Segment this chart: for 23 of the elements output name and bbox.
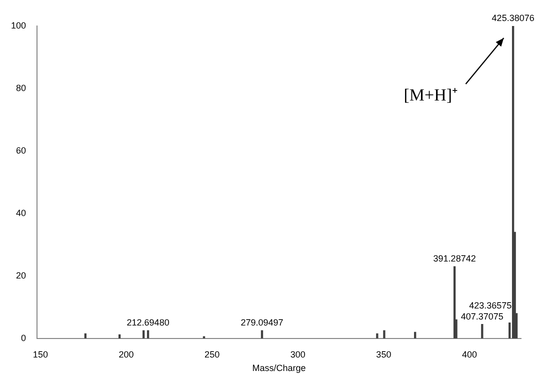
y-tick-label: 60 bbox=[16, 145, 26, 156]
annotation: 279.09497 bbox=[240, 318, 284, 328]
x-tick-label: 150 bbox=[32, 349, 48, 360]
x-tick-label: 200 bbox=[118, 349, 134, 360]
annotation: 423.36575 bbox=[469, 300, 512, 310]
annotation: 212.69480 bbox=[126, 318, 170, 328]
y-tick-label: 40 bbox=[16, 208, 26, 218]
annotation: 407.37075 bbox=[460, 311, 504, 322]
annotation: [M+H]⁺ bbox=[404, 85, 458, 104]
x-tick-label: 400 bbox=[462, 349, 478, 360]
bar bbox=[376, 333, 378, 338]
bar bbox=[481, 324, 484, 338]
y-tick-label: 80 bbox=[16, 82, 26, 93]
annotation: 425.38076 bbox=[492, 12, 534, 23]
y-tick-label: 0 bbox=[21, 332, 26, 343]
y-tick-label: 100 bbox=[10, 20, 26, 30]
bar bbox=[383, 330, 386, 338]
x-tick-label: 300 bbox=[290, 349, 306, 360]
x-tick-label: 350 bbox=[376, 349, 392, 360]
x-axis-title: Mass/Charge bbox=[252, 363, 306, 374]
annotation: 391.28742 bbox=[433, 254, 476, 264]
y-tick-label: 20 bbox=[16, 270, 26, 280]
x-tick-label: 250 bbox=[204, 349, 220, 360]
